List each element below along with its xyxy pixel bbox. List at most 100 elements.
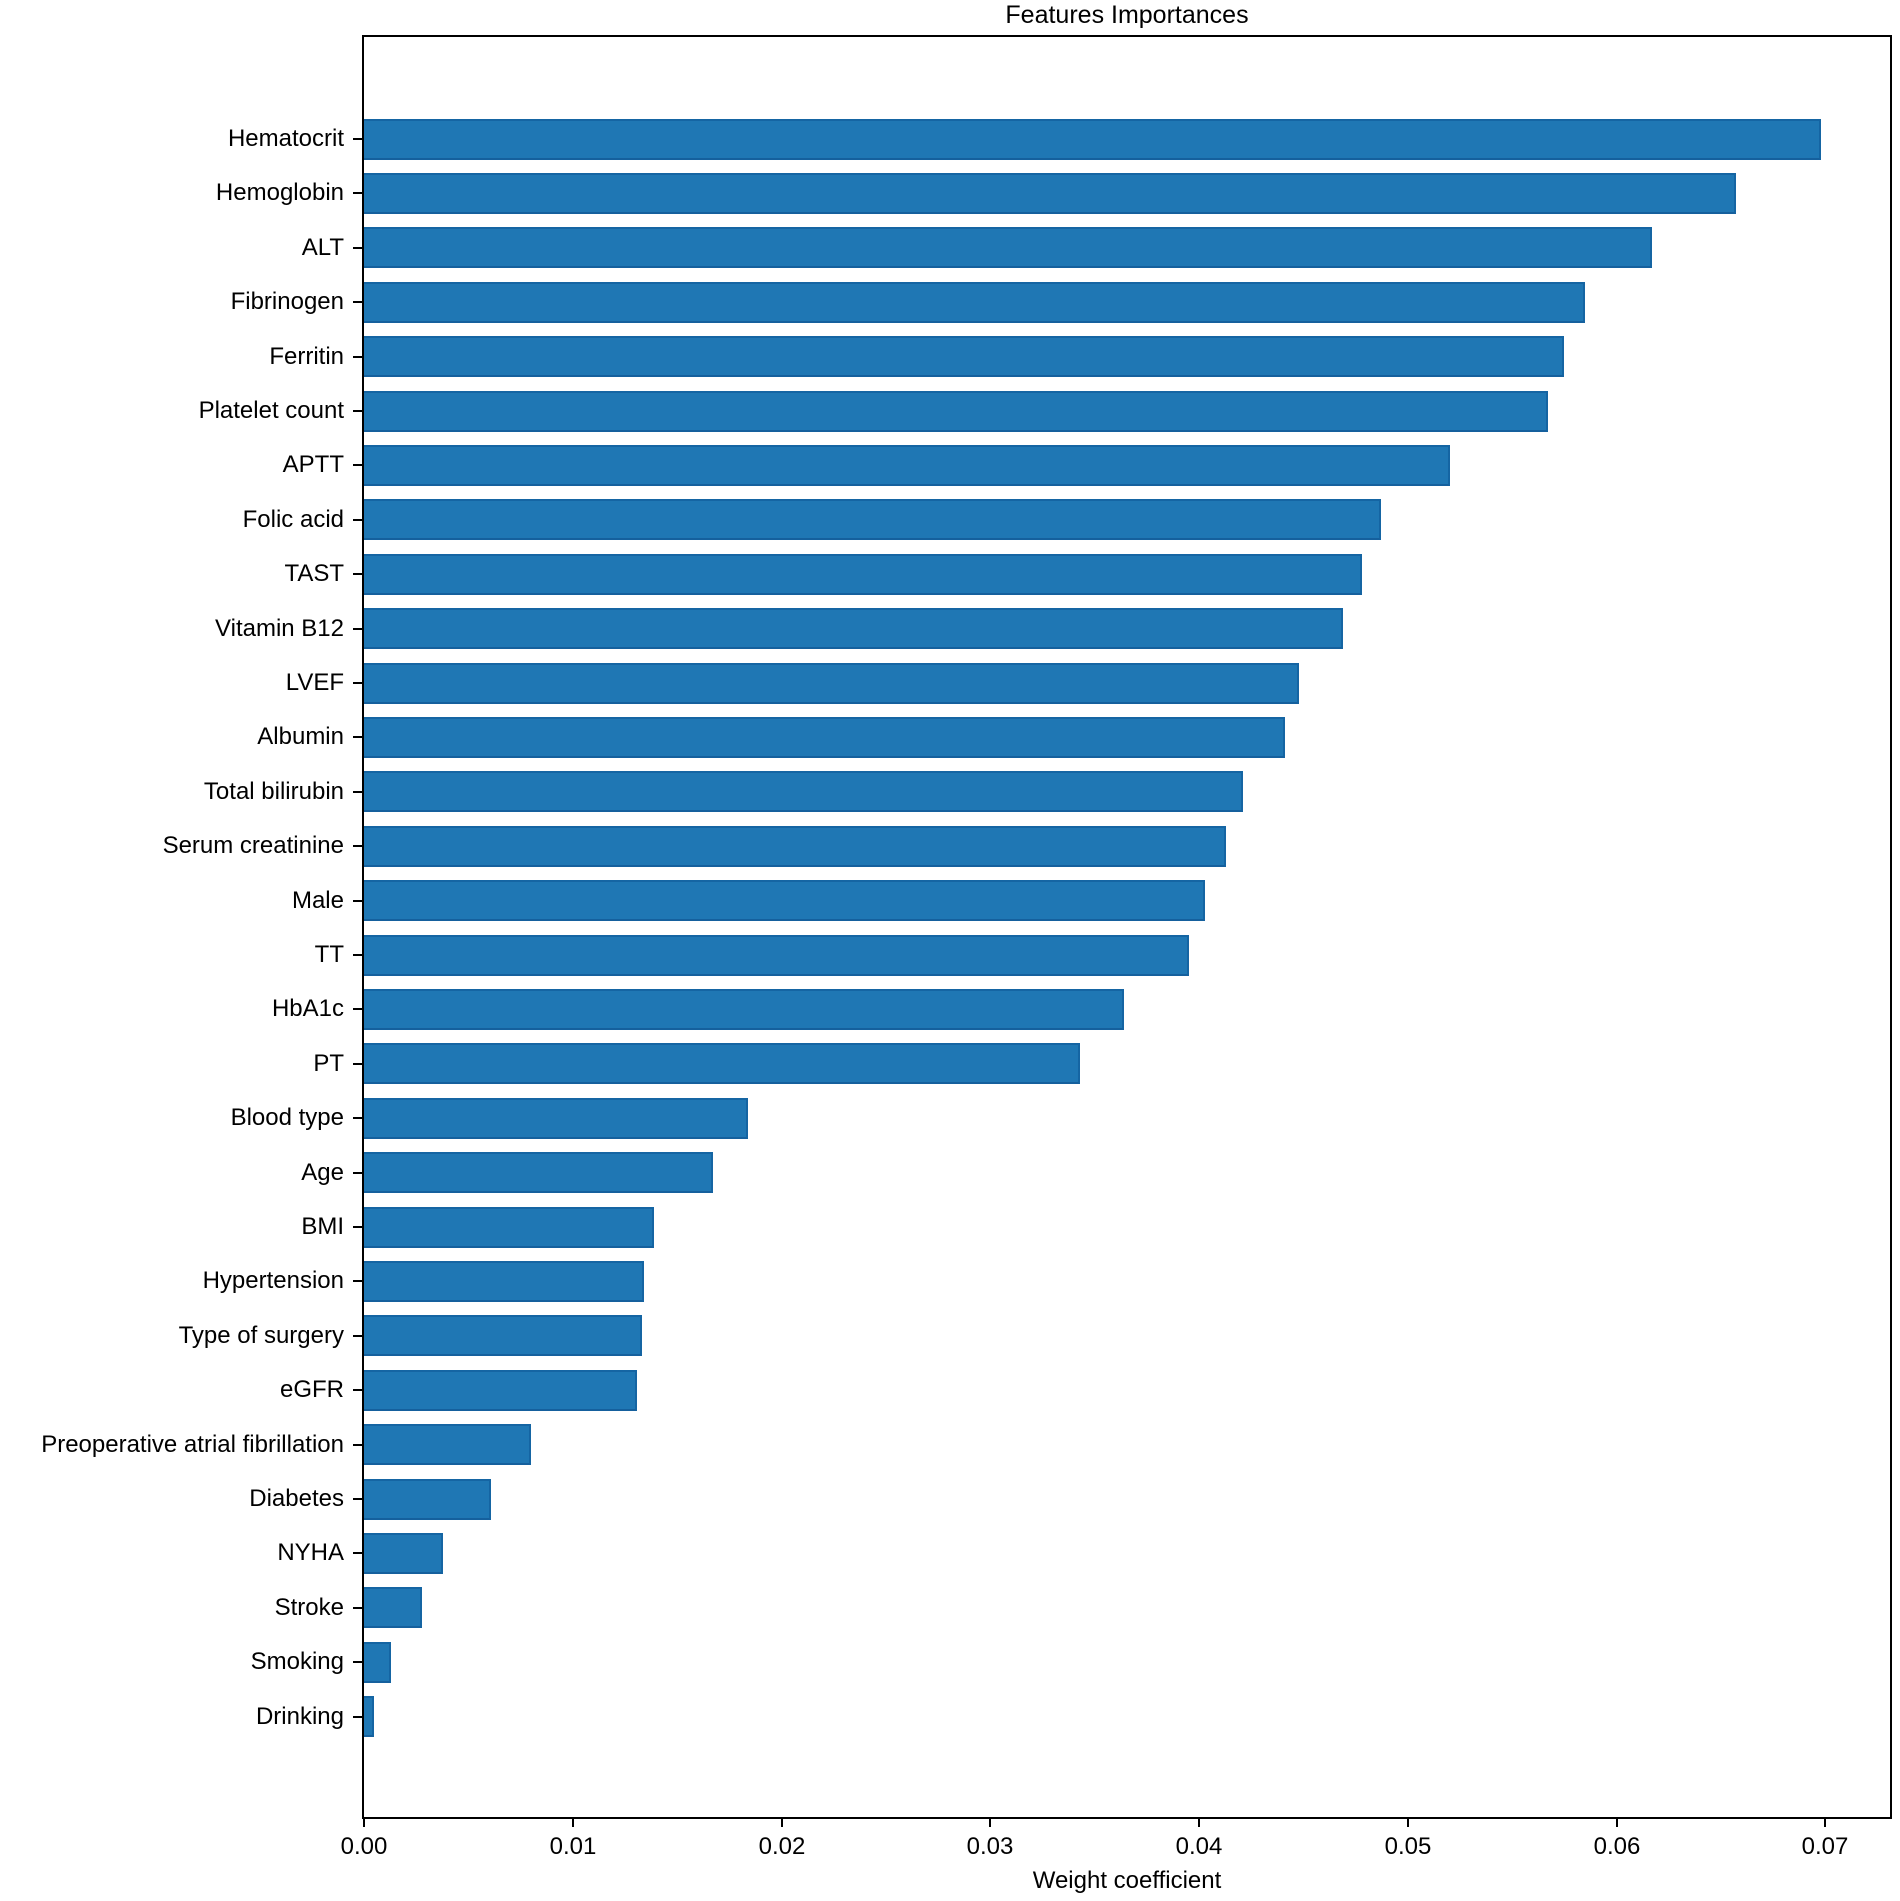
x-tick	[1198, 1819, 1200, 1827]
bar	[364, 391, 1548, 432]
category-label: HbA1c	[271, 995, 344, 1022]
category-label: Total bilirubin	[203, 778, 344, 805]
category-label: Hypertension	[202, 1267, 344, 1294]
y-tick	[353, 736, 362, 738]
y-tick	[353, 1172, 362, 1174]
bar	[364, 1098, 748, 1139]
y-tick	[353, 138, 362, 140]
y-tick	[353, 1389, 362, 1391]
bar	[364, 1642, 391, 1683]
category-label: Fibrinogen	[230, 288, 344, 315]
bar	[364, 282, 1585, 323]
y-tick	[353, 682, 362, 684]
x-tick-label: 0.07	[1801, 1833, 1849, 1860]
y-tick	[353, 845, 362, 847]
bar	[364, 1370, 637, 1411]
y-tick	[353, 301, 362, 303]
category-label: TAST	[284, 560, 344, 587]
category-label: LVEF	[285, 669, 344, 696]
bar	[364, 1533, 443, 1574]
category-label: Male	[291, 887, 344, 914]
x-tick	[1407, 1819, 1409, 1827]
y-tick	[353, 900, 362, 902]
x-tick-label: 0.02	[758, 1833, 806, 1860]
x-tick-label: 0.01	[549, 1833, 597, 1860]
category-label: APTT	[282, 451, 344, 478]
y-tick	[353, 1226, 362, 1228]
y-tick	[353, 519, 362, 521]
x-tick	[1824, 1819, 1826, 1827]
bar	[364, 1207, 654, 1248]
category-label: Drinking	[255, 1703, 344, 1730]
y-tick	[353, 356, 362, 358]
bar	[364, 826, 1226, 867]
x-tick-label: 0.05	[1384, 1833, 1432, 1860]
category-label: Hemoglobin	[215, 179, 344, 206]
category-label: Preoperative atrial fibrillation	[41, 1431, 344, 1458]
bar	[364, 989, 1124, 1030]
bar	[364, 445, 1450, 486]
category-label: Serum creatinine	[162, 832, 344, 859]
category-label: Smoking	[250, 1648, 344, 1675]
bar	[364, 173, 1736, 214]
y-tick	[353, 247, 362, 249]
category-label: NYHA	[277, 1539, 344, 1566]
y-tick	[353, 1008, 362, 1010]
x-tick-label: 0.04	[1175, 1833, 1223, 1860]
bar	[364, 1043, 1080, 1084]
bar	[364, 119, 1821, 160]
y-tick	[353, 1063, 362, 1065]
bar	[364, 717, 1285, 758]
y-tick	[353, 1607, 362, 1609]
bar	[364, 1315, 642, 1356]
category-label: Diabetes	[249, 1485, 344, 1512]
bar	[364, 1696, 374, 1737]
x-tick	[781, 1819, 783, 1827]
y-tick	[353, 573, 362, 575]
y-tick	[353, 192, 362, 194]
bar	[364, 554, 1362, 595]
category-label: BMI	[301, 1213, 344, 1240]
y-tick	[353, 791, 362, 793]
y-tick	[353, 954, 362, 956]
category-label: Ferritin	[269, 343, 344, 370]
y-tick	[353, 1552, 362, 1554]
category-label: Blood type	[230, 1104, 344, 1131]
y-tick	[353, 1117, 362, 1119]
y-tick	[353, 464, 362, 466]
category-label: ALT	[301, 234, 344, 261]
bar	[364, 663, 1299, 704]
x-tick	[989, 1819, 991, 1827]
y-tick	[353, 410, 362, 412]
bar	[364, 499, 1381, 540]
x-tick-label: 0.00	[340, 1833, 388, 1860]
category-label: Hematocrit	[227, 125, 344, 152]
x-tick-label: 0.06	[1593, 1833, 1641, 1860]
x-tick	[572, 1819, 574, 1827]
category-label: Vitamin B12	[215, 615, 344, 642]
bar	[364, 935, 1189, 976]
y-tick	[353, 1498, 362, 1500]
x-axis-label: Weight coefficient	[1032, 1867, 1222, 1894]
bar	[364, 1424, 531, 1465]
category-label: PT	[313, 1050, 344, 1077]
bar	[364, 1261, 644, 1302]
plot-area	[362, 35, 1892, 1819]
x-tick	[1616, 1819, 1618, 1827]
y-tick	[353, 1716, 362, 1718]
category-label: Stroke	[274, 1594, 344, 1621]
x-tick	[363, 1819, 365, 1827]
category-label: TT	[314, 941, 344, 968]
category-label: Folic acid	[242, 506, 344, 533]
bar	[364, 1587, 422, 1628]
y-tick	[353, 1280, 362, 1282]
bar	[364, 771, 1243, 812]
y-tick	[353, 628, 362, 630]
bar	[364, 336, 1564, 377]
bar	[364, 1152, 713, 1193]
category-label: Age	[301, 1159, 344, 1186]
bar	[364, 880, 1205, 921]
category-label: eGFR	[279, 1376, 344, 1403]
y-tick	[353, 1661, 362, 1663]
